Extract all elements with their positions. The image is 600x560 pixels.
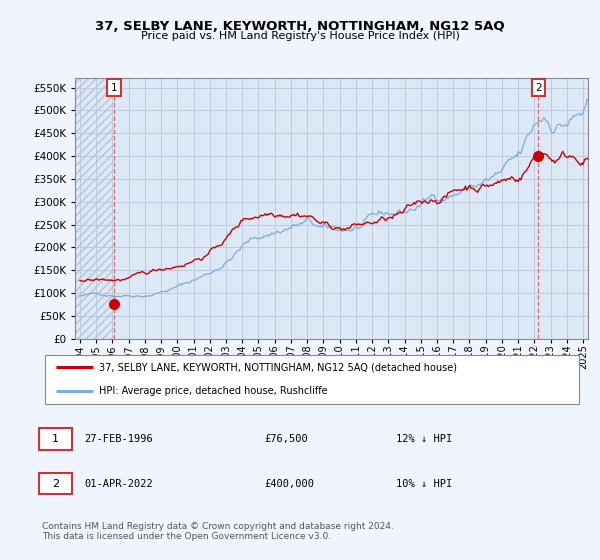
Text: 01-APR-2022: 01-APR-2022 [84, 479, 153, 489]
Text: HPI: Average price, detached house, Rushcliffe: HPI: Average price, detached house, Rush… [98, 386, 328, 396]
FancyBboxPatch shape [45, 355, 580, 404]
Bar [75, 78, 114, 339]
Text: 1: 1 [111, 82, 118, 92]
Text: 27-FEB-1996: 27-FEB-1996 [84, 434, 153, 444]
Text: 2: 2 [535, 82, 542, 92]
Text: 1: 1 [52, 434, 59, 444]
Text: Contains HM Land Registry data © Crown copyright and database right 2024.
This d: Contains HM Land Registry data © Crown c… [42, 522, 394, 542]
Text: 10% ↓ HPI: 10% ↓ HPI [396, 479, 452, 489]
Text: £76,500: £76,500 [264, 434, 308, 444]
Text: Price paid vs. HM Land Registry's House Price Index (HPI): Price paid vs. HM Land Registry's House … [140, 31, 460, 41]
Text: 37, SELBY LANE, KEYWORTH, NOTTINGHAM, NG12 5AQ (detached house): 37, SELBY LANE, KEYWORTH, NOTTINGHAM, NG… [98, 362, 457, 372]
Text: 2: 2 [52, 479, 59, 489]
Text: £400,000: £400,000 [264, 479, 314, 489]
Text: 37, SELBY LANE, KEYWORTH, NOTTINGHAM, NG12 5AQ: 37, SELBY LANE, KEYWORTH, NOTTINGHAM, NG… [95, 20, 505, 32]
Text: 12% ↓ HPI: 12% ↓ HPI [396, 434, 452, 444]
